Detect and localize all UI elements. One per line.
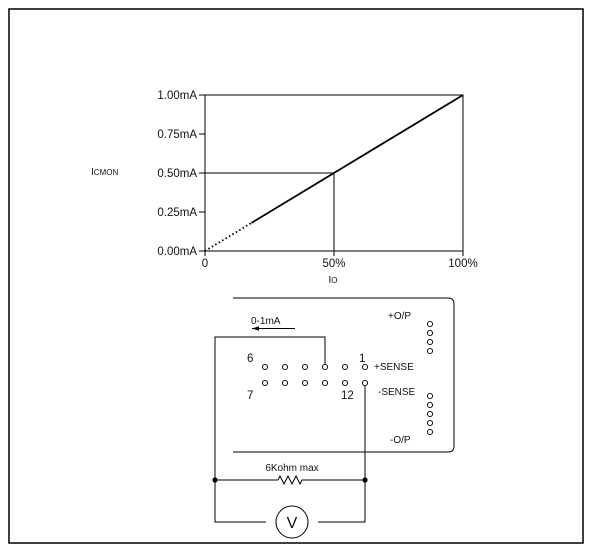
chart-marks bbox=[204, 94, 464, 252]
pin bbox=[301, 363, 309, 371]
pin bbox=[321, 379, 329, 387]
y-tick-label: 1.00mA bbox=[157, 90, 197, 102]
module-outline bbox=[233, 297, 455, 453]
pin bbox=[301, 379, 309, 387]
voltmeter-label: V bbox=[287, 515, 298, 532]
junction-left bbox=[212, 477, 218, 483]
pin-label-7: 7 bbox=[247, 390, 253, 402]
pin-label-1: 1 bbox=[359, 353, 365, 365]
wire-pin-to-meter-right bbox=[318, 385, 366, 523]
pos-output-label: +O/P bbox=[388, 311, 411, 322]
x-tick-label: 50% bbox=[322, 258, 345, 270]
pin bbox=[426, 419, 434, 427]
pin bbox=[321, 363, 329, 371]
neg-output-label: -O/P bbox=[390, 435, 411, 446]
pin bbox=[426, 320, 434, 328]
current-arrow-head bbox=[252, 326, 259, 331]
pin bbox=[426, 347, 434, 355]
wire-pin-to-meter-left bbox=[214, 336, 326, 523]
pin bbox=[341, 363, 349, 371]
pos-sense-label: +SENSE bbox=[374, 362, 414, 373]
pin bbox=[281, 363, 289, 371]
pin-label-12: 12 bbox=[341, 390, 354, 402]
resistor-symbol bbox=[277, 474, 304, 486]
pin bbox=[426, 329, 434, 337]
x-axis-label: IO bbox=[328, 275, 337, 286]
pin-label-6: 6 bbox=[247, 353, 253, 365]
voltmeter-symbol bbox=[275, 505, 309, 539]
pin bbox=[281, 379, 289, 387]
series-line-dotted bbox=[204, 222, 252, 252]
pin bbox=[341, 379, 349, 387]
pin bbox=[426, 428, 434, 436]
pin bbox=[426, 392, 434, 400]
y-tick-label: 0.75mA bbox=[157, 129, 197, 141]
y-axis-label: ICMON bbox=[91, 167, 118, 178]
neg-sense-label: -SENSE bbox=[378, 387, 416, 398]
y-tick-label: 0.00mA bbox=[157, 246, 197, 258]
x-tick-label: 100% bbox=[448, 258, 477, 270]
series-line bbox=[250, 94, 464, 224]
x-axis: 0 50% 100% bbox=[202, 251, 478, 270]
pin bbox=[426, 338, 434, 346]
pin bbox=[426, 410, 434, 418]
pin-column-right bbox=[426, 320, 434, 436]
y-axis: 0.00mA 0.25mA 0.50mA 0.75mA 1.00mA bbox=[157, 90, 205, 258]
pin bbox=[261, 363, 269, 371]
outer-border bbox=[8, 8, 584, 544]
pin-row-top bbox=[261, 363, 369, 371]
current-label: 0-1mA bbox=[251, 316, 281, 327]
pin bbox=[361, 379, 369, 387]
x-tick-label: 0 bbox=[202, 258, 208, 270]
junction-right bbox=[362, 477, 368, 483]
pin bbox=[261, 379, 269, 387]
y-tick-label: 0.25mA bbox=[157, 207, 197, 219]
pin bbox=[426, 401, 434, 409]
y-tick-label: 0.50mA bbox=[157, 168, 197, 180]
pin bbox=[361, 363, 369, 371]
pin-row-bottom bbox=[261, 379, 369, 387]
circuit-diagram: 6 1 7 12 +O/P +SENSE -SENSE -O/P 0-1mA 6… bbox=[212, 297, 455, 539]
resistor-label: 6Kohm max bbox=[265, 463, 318, 474]
